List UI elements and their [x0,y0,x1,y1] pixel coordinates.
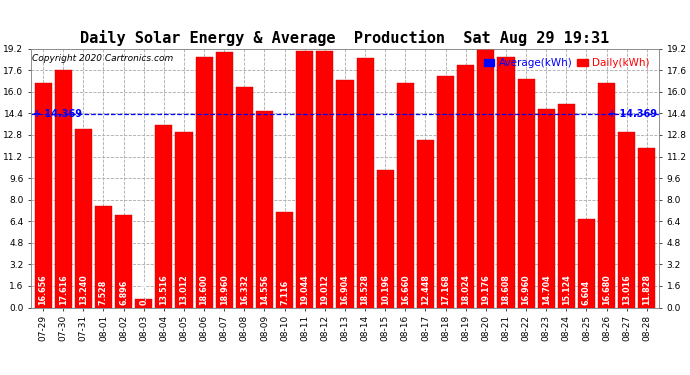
Text: 16.680: 16.680 [602,275,611,306]
Text: 18.528: 18.528 [361,274,370,306]
Bar [75,129,92,308]
Bar [578,219,595,308]
Text: 19.012: 19.012 [320,275,329,306]
Text: 19.044: 19.044 [300,275,309,306]
Text: 17.616: 17.616 [59,275,68,306]
Bar [337,80,353,308]
Bar [195,57,213,308]
Text: Copyright 2020 Cartronics.com: Copyright 2020 Cartronics.com [32,54,173,63]
Text: + 14.369: + 14.369 [33,109,82,119]
Bar [457,64,474,308]
Bar [34,83,52,308]
Bar [397,83,414,308]
Text: 16.332: 16.332 [240,275,249,306]
Text: 6.604: 6.604 [582,280,591,306]
Text: 13.240: 13.240 [79,275,88,306]
Text: 17.168: 17.168 [441,275,450,306]
Text: 16.960: 16.960 [522,275,531,306]
Text: 16.660: 16.660 [401,275,410,306]
Text: 18.600: 18.600 [199,275,208,306]
Text: 13.012: 13.012 [179,275,188,306]
Bar [135,299,152,307]
Bar [155,125,172,308]
Title: Daily Solar Energy & Average  Production  Sat Aug 29 19:31: Daily Solar Energy & Average Production … [80,30,610,46]
Text: 14.556: 14.556 [260,275,269,306]
Text: 19.176: 19.176 [482,275,491,306]
Text: 13.016: 13.016 [622,275,631,306]
Bar [316,51,333,308]
Bar [417,140,434,308]
Bar [357,58,374,308]
Legend: Average(kWh), Daily(kWh): Average(kWh), Daily(kWh) [480,54,653,72]
Text: + 14.369: + 14.369 [608,109,657,119]
Text: 7.528: 7.528 [99,280,108,306]
Bar [618,132,635,308]
Text: 15.124: 15.124 [562,275,571,306]
Bar [175,132,193,308]
Bar [477,49,495,308]
Bar [638,148,655,308]
Bar [95,206,112,308]
Text: 6.896: 6.896 [119,280,128,306]
Text: 7.116: 7.116 [280,280,289,306]
Bar [518,79,535,308]
Bar [296,51,313,308]
Text: 18.960: 18.960 [219,275,229,306]
Bar [216,52,233,308]
Text: 12.448: 12.448 [421,274,430,306]
Bar [377,170,394,308]
Bar [256,111,273,308]
Bar [55,70,72,308]
Text: 14.704: 14.704 [542,275,551,306]
Bar [115,214,132,308]
Text: 16.904: 16.904 [340,275,350,306]
Bar [497,57,515,308]
Text: 18.608: 18.608 [502,274,511,306]
Bar [236,87,253,308]
Text: 11.828: 11.828 [642,274,651,306]
Bar [437,76,454,308]
Bar [538,110,555,308]
Bar [558,104,575,308]
Bar [276,211,293,308]
Text: 10.196: 10.196 [381,275,390,306]
Text: 13.516: 13.516 [159,275,168,306]
Text: 16.656: 16.656 [39,275,48,306]
Text: 18.024: 18.024 [461,274,471,306]
Bar [598,83,615,308]
Text: 0.624: 0.624 [139,280,148,306]
